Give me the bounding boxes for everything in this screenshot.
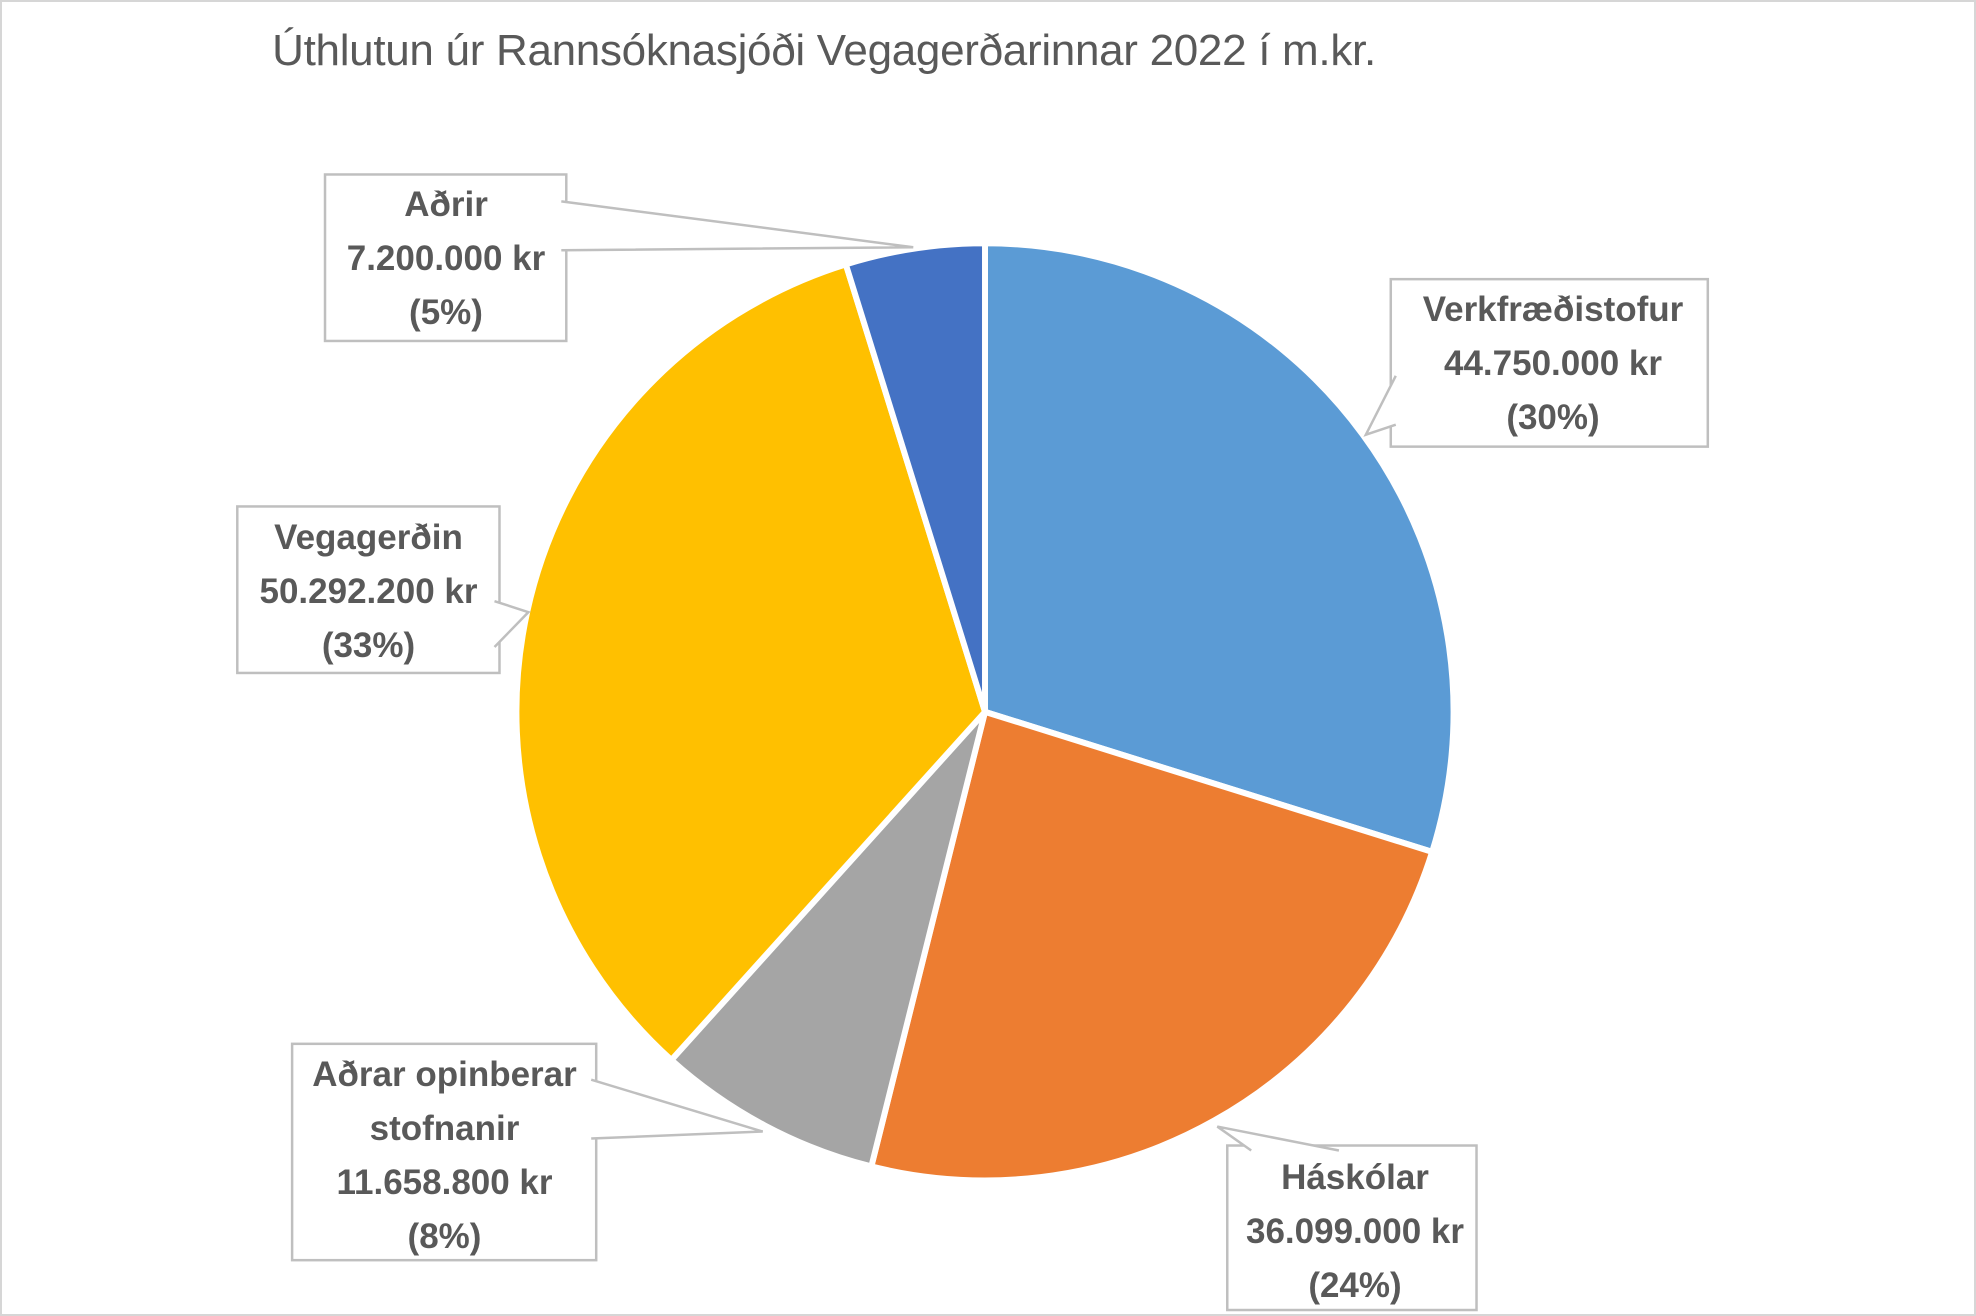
pie-slice-haskolar — [868, 708, 1436, 1184]
slice-percent: (5%) — [409, 292, 483, 332]
label-box-adrir — [323, 173, 568, 343]
slice-name: Aðrir — [404, 184, 488, 224]
slice-name: Aðrar opinberar stofnanir — [312, 1054, 577, 1148]
pie-slice-verkfraedistofur — [982, 240, 1457, 855]
slice-name: Verkfræðistofur — [1422, 290, 1684, 329]
callout-pointer-vegagerdin — [493, 599, 531, 648]
slice-name: Vegagerðin — [274, 517, 463, 557]
slice-percent: (30%) — [1506, 398, 1600, 437]
slice-percent: (8%) — [407, 1216, 482, 1256]
label-box-adrar-opinberar-stofnanir — [290, 1042, 598, 1262]
slice-value: 44.750.000 kr — [1444, 344, 1662, 383]
pie-slice-adrar-opinberar-stofnanir — [668, 708, 988, 1170]
slice-value: 50.292.200 kr — [259, 571, 478, 611]
label-verkfraedistofur: Verkfræðistofur 44.750.000 kr (30%) — [1394, 280, 1712, 448]
callout-pointer-adrar-opinberar-stofnanir — [590, 1078, 764, 1140]
slice-value: 7.200.000 kr — [346, 238, 546, 278]
slice-percent: (33%) — [321, 625, 416, 665]
callout-pointer-verkfraedistofur — [1363, 375, 1397, 437]
label-adrir: Aðrir 7.200.000 kr (5%) — [325, 175, 567, 342]
chart-title: Úthlutun úr Rannsóknasjóði Vegagerðarinn… — [272, 26, 1376, 75]
label-box-haskolar — [1226, 1144, 1478, 1312]
pie-slices-group — [513, 240, 1457, 1184]
slice-percent: (24%) — [1308, 1265, 1402, 1305]
callout-boxes-group — [236, 173, 1710, 1312]
slice-value: 11.658.800 kr — [336, 1162, 553, 1202]
callout-pointer-adrir — [561, 200, 914, 252]
label-adrar-opinberar-stofnanir: Aðrar opinberar stofnanir 11.658.800 kr … — [292, 1047, 597, 1264]
pie-slice-adrir — [842, 240, 988, 715]
slice-value: 36.099.000 kr — [1246, 1211, 1464, 1251]
label-haskolar: Háskólar 36.099.000 kr (24%) — [1230, 1149, 1480, 1314]
label-box-verkfraedistofur — [1389, 277, 1710, 448]
callout-pointer-haskolar — [1216, 1125, 1340, 1152]
slice-name: Háskólar — [1281, 1157, 1429, 1197]
label-box-vegagerdin — [236, 505, 501, 675]
label-vegagerdin: Vegagerðin 50.292.200 kr (33%) — [237, 508, 500, 675]
